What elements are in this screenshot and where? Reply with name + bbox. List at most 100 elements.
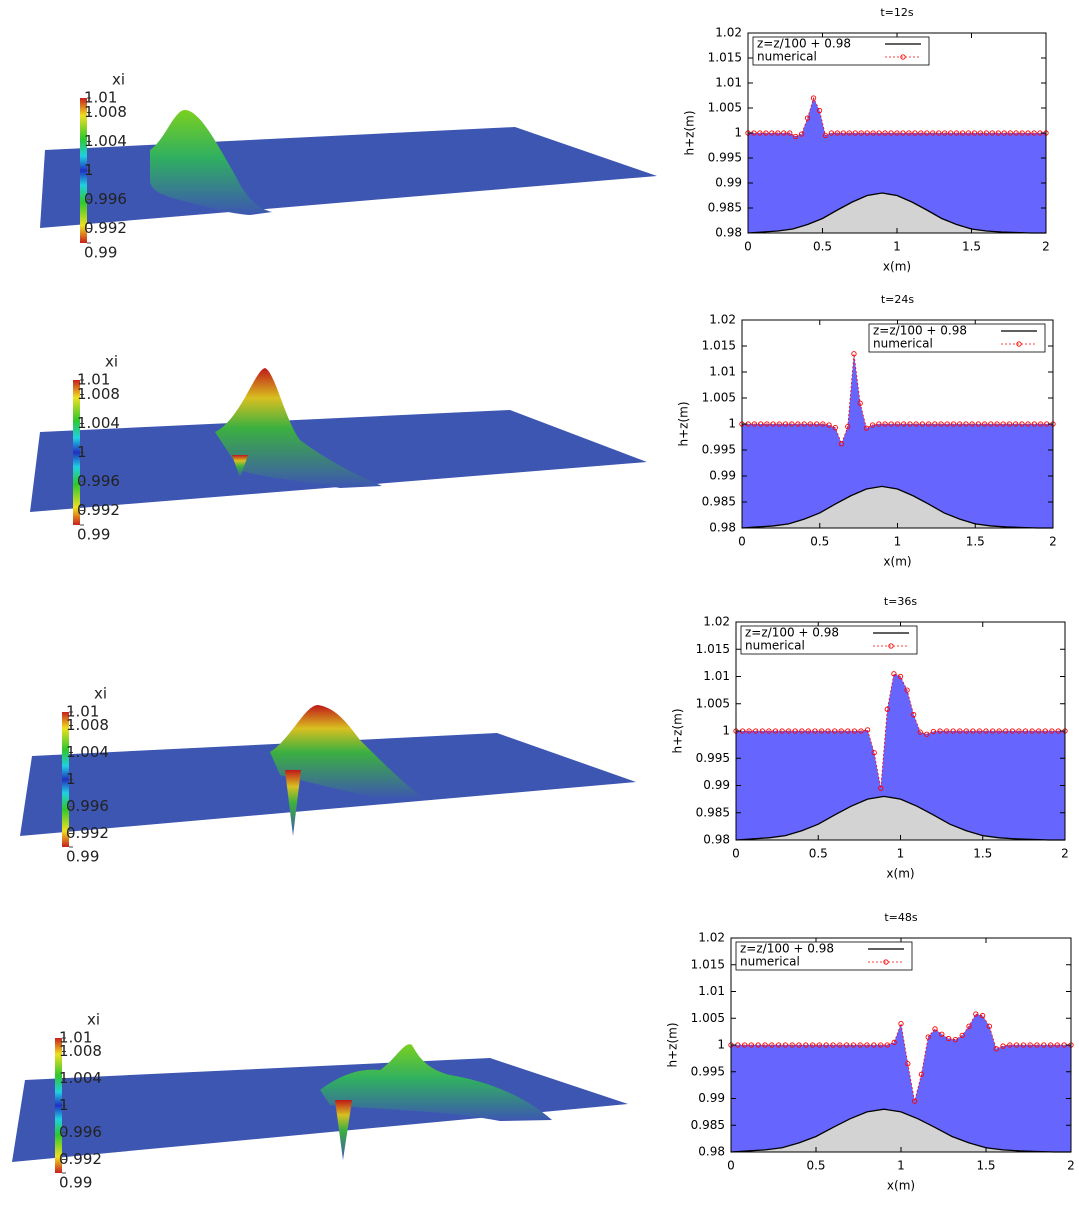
y-tick-label: 1.015 <box>708 51 742 65</box>
colorbar-label: 1.004 <box>84 132 127 150</box>
marker <box>884 1042 891 1048</box>
colorbar-label: 0.992 <box>66 824 109 842</box>
colorbar-label: 0.996 <box>84 190 127 208</box>
legend-marker <box>900 54 906 60</box>
marker <box>943 728 950 734</box>
marker <box>925 1034 931 1040</box>
marker <box>975 421 982 427</box>
colorbar-label: 0.992 <box>77 501 120 519</box>
legend-label: numerical <box>745 639 805 653</box>
series-line <box>741 485 1053 529</box>
marker <box>818 728 825 734</box>
marker <box>963 728 969 734</box>
x-axis-label: x(m) <box>883 555 911 569</box>
marker <box>1013 130 1019 136</box>
y-tick-label: 0.98 <box>703 833 730 847</box>
marker <box>795 421 801 427</box>
marker <box>911 1098 918 1104</box>
chart-title: t=36s <box>884 595 918 608</box>
marker <box>858 130 864 136</box>
marker <box>894 421 901 427</box>
marker <box>1007 130 1013 136</box>
marker <box>870 130 876 136</box>
marker <box>953 130 960 136</box>
area <box>742 353 1053 528</box>
y-tick-label: 1 <box>728 417 736 431</box>
marker <box>871 1042 877 1048</box>
marker <box>932 421 938 427</box>
marker <box>944 421 950 427</box>
y-tick-label: 1.005 <box>702 391 736 405</box>
x-tick-label: 1.5 <box>962 240 981 254</box>
x-tick-label: 1.5 <box>976 1159 995 1173</box>
y-tick-label: 1 <box>722 724 730 738</box>
colorbar <box>55 1038 62 1173</box>
marker <box>1019 421 1025 427</box>
marker <box>932 1026 938 1032</box>
y-tick-label: 1.02 <box>709 313 736 327</box>
marker <box>952 1037 959 1043</box>
marker <box>838 441 845 447</box>
marker <box>864 727 871 733</box>
legend-marker <box>883 959 889 965</box>
colorbar-label: 1.004 <box>66 743 109 761</box>
marker <box>965 130 972 136</box>
x-tick-label: 1 <box>897 1159 905 1173</box>
marker <box>1000 421 1006 427</box>
marker <box>888 130 894 136</box>
marker <box>1029 728 1035 734</box>
y-tick-label: 0.995 <box>702 443 736 457</box>
marker <box>897 673 904 680</box>
marker <box>846 130 852 136</box>
marker <box>1025 130 1031 136</box>
x-tick-label: 1 <box>893 240 901 254</box>
marker <box>937 728 943 734</box>
colorbar-label: 1 <box>77 443 87 461</box>
y-tick-label: 1.005 <box>691 1011 725 1025</box>
wave-crest <box>232 455 248 478</box>
marker <box>787 130 793 136</box>
marker <box>779 728 785 734</box>
marker <box>963 421 969 427</box>
y-tick-label: 0.98 <box>709 521 736 535</box>
colorbar-label: 0.996 <box>77 472 120 490</box>
marker <box>764 421 770 427</box>
marker <box>882 421 888 427</box>
x-tick-label: 0.5 <box>810 535 829 549</box>
area <box>748 193 1046 233</box>
marker <box>871 750 877 756</box>
marker <box>1037 421 1044 427</box>
marker <box>894 130 900 136</box>
y-tick-label: 1.005 <box>708 101 742 115</box>
marker <box>826 422 832 428</box>
y-axis-label: h+z(m) <box>677 401 691 446</box>
y-tick-label: 1.01 <box>715 76 742 90</box>
colorbar-label: 1.01 <box>84 89 117 107</box>
marker <box>904 687 910 693</box>
chart-title: t=48s <box>884 911 918 924</box>
marker <box>1019 130 1025 136</box>
marker <box>947 130 954 136</box>
marker <box>845 728 851 734</box>
x-tick-label: 1.5 <box>966 535 985 549</box>
x-tick-label: 2 <box>1049 535 1057 549</box>
marker <box>1031 421 1037 427</box>
marker <box>901 421 907 427</box>
marker <box>891 671 897 677</box>
x-axis-label: x(m) <box>887 1179 915 1193</box>
x-tick-label: 1 <box>894 535 902 549</box>
marker <box>804 115 811 121</box>
marker <box>993 1046 999 1052</box>
marker <box>959 130 966 136</box>
marker <box>878 785 884 791</box>
y-tick-label: 1.005 <box>696 696 730 710</box>
marker <box>995 130 1001 136</box>
y-tick-label: 1.01 <box>709 365 736 379</box>
marker <box>971 130 978 136</box>
marker <box>1047 1042 1054 1048</box>
legend-box <box>740 625 918 655</box>
colorbar-label: 1.004 <box>77 414 120 432</box>
water-surface <box>40 127 657 228</box>
area <box>731 1013 1071 1152</box>
marker <box>924 731 930 737</box>
